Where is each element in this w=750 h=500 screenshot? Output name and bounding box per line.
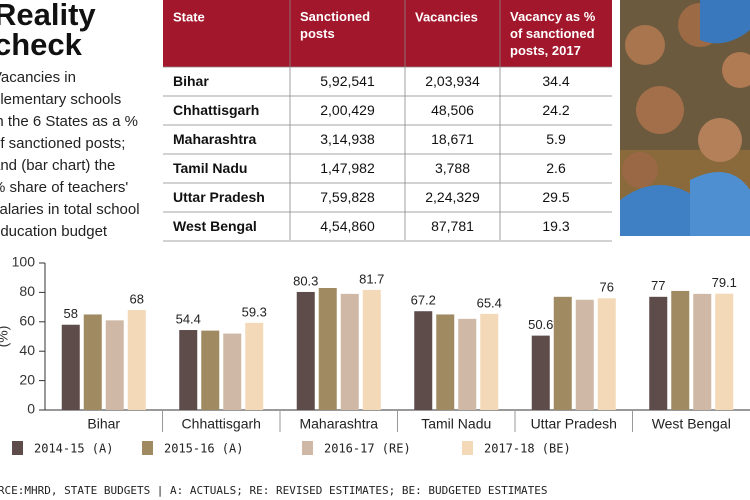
bar: [318, 287, 337, 410]
description-line: Vacancies in: [0, 69, 76, 86]
table-cell: 19.3: [542, 218, 569, 234]
description-line: education budget: [0, 223, 108, 240]
legend-swatch: [12, 441, 23, 455]
value-label: 54.4: [176, 311, 201, 326]
value-label: 67.2: [411, 293, 436, 308]
x-tick-label: Uttar Pradesh: [531, 416, 617, 432]
table-cell: 7,59,828: [320, 189, 375, 205]
bar: [693, 293, 712, 410]
bar: [597, 298, 616, 410]
legend-swatch: [462, 441, 473, 455]
value-label: 59.3: [242, 304, 267, 319]
value-label: 77: [651, 278, 665, 293]
legend-swatch: [142, 441, 153, 455]
value-label: 68: [130, 291, 144, 306]
description-line: elementary schools: [0, 91, 121, 108]
title: Reality: [0, 0, 96, 32]
bar: [649, 296, 668, 410]
table-cell: 3,788: [435, 160, 470, 176]
table-cell: 2.6: [546, 160, 566, 176]
table-cell: West Bengal: [173, 218, 257, 234]
value-label: 80.3: [293, 273, 318, 288]
x-tick-label: West Bengal: [652, 416, 731, 432]
table-cell: 3,14,938: [320, 131, 375, 147]
bar: [575, 299, 594, 410]
description-line: and (bar chart) the: [0, 157, 115, 174]
bar: [531, 335, 550, 410]
y-tick-label: 40: [19, 342, 35, 358]
table-cell: Uttar Pradesh: [173, 189, 265, 205]
description-line: % share of teachers': [0, 179, 128, 196]
x-tick-label: Chhattisgarh: [182, 416, 261, 432]
table-header: Vacancy as % of sanctioned posts, 2017: [510, 9, 596, 58]
title: check: [0, 27, 83, 62]
description-line: of sanctioned posts;: [0, 135, 125, 152]
bar: [414, 311, 433, 410]
table-cell: Chhattisgarh: [173, 102, 259, 118]
legend-label: 2014-15 (A): [34, 442, 113, 456]
bar: [480, 313, 499, 410]
table-header: State: [173, 9, 205, 24]
table-cell: 2,24,329: [425, 189, 480, 205]
table-cell: 87,781: [431, 218, 474, 234]
description-line: in the 6 States as a %: [0, 113, 138, 130]
bar: [340, 293, 359, 410]
bar: [179, 330, 198, 410]
table-cell: 29.5: [542, 189, 569, 205]
bar: [127, 310, 146, 410]
bar: [223, 333, 242, 410]
legend-label: 2015-16 (A): [164, 442, 243, 456]
table-cell: 1,47,982: [320, 160, 375, 176]
bar: [83, 314, 102, 410]
value-label: 65.4: [477, 295, 502, 310]
table-cell: 5,92,541: [320, 73, 375, 89]
x-tick-label: Maharashtra: [299, 416, 378, 432]
source: SOURCE:MHRD, STATE BUDGETS | A: ACTUALS;…: [0, 484, 548, 497]
bar: [245, 322, 264, 410]
x-tick-label: Bihar: [87, 416, 120, 432]
bar: [553, 296, 572, 410]
table-cell: 2,03,934: [425, 73, 480, 89]
table-cell: 48,506: [431, 102, 474, 118]
table-cell: 2,00,429: [320, 102, 375, 118]
y-tick-label: 0: [27, 401, 35, 417]
y-tick-label: 20: [19, 371, 35, 387]
bar: [201, 330, 220, 410]
legend-swatch: [302, 441, 313, 455]
value-label: 81.7: [359, 271, 384, 286]
table-cell: 4,54,860: [320, 218, 375, 234]
legend-label: 2016-17 (RE): [324, 442, 411, 456]
description-line: salaries in total school: [0, 201, 140, 218]
bar: [436, 314, 455, 410]
table-cell: 34.4: [542, 73, 569, 89]
value-label: 50.6: [528, 317, 553, 332]
table-cell: Bihar: [173, 73, 209, 89]
bar: [715, 293, 734, 410]
table-header: Sanctioned posts: [300, 9, 370, 41]
table-cell: 5.9: [546, 131, 566, 147]
table-cell: 24.2: [542, 102, 569, 118]
y-axis-label: (%): [0, 326, 11, 348]
y-tick-label: 100: [12, 254, 36, 270]
bar: [105, 320, 124, 410]
bar: [458, 318, 477, 410]
bar: [296, 291, 315, 410]
legend-label: 2017-18 (BE): [484, 442, 571, 456]
photo: [620, 0, 750, 236]
bar: [671, 290, 690, 410]
x-tick-label: Tamil Nadu: [421, 416, 491, 432]
y-tick-label: 60: [19, 313, 35, 329]
value-label: 58: [64, 306, 78, 321]
table-cell: Tamil Nadu: [173, 160, 247, 176]
value-label: 76: [600, 280, 614, 295]
table-cell: 18,671: [431, 131, 474, 147]
bar: [362, 289, 381, 410]
y-tick-label: 80: [19, 283, 35, 299]
table-header: Vacancies: [415, 9, 478, 24]
value-label: 79.1: [712, 275, 737, 290]
bar: [61, 324, 80, 410]
table-header-bg: [163, 0, 612, 67]
table-cell: Maharashtra: [173, 131, 256, 147]
